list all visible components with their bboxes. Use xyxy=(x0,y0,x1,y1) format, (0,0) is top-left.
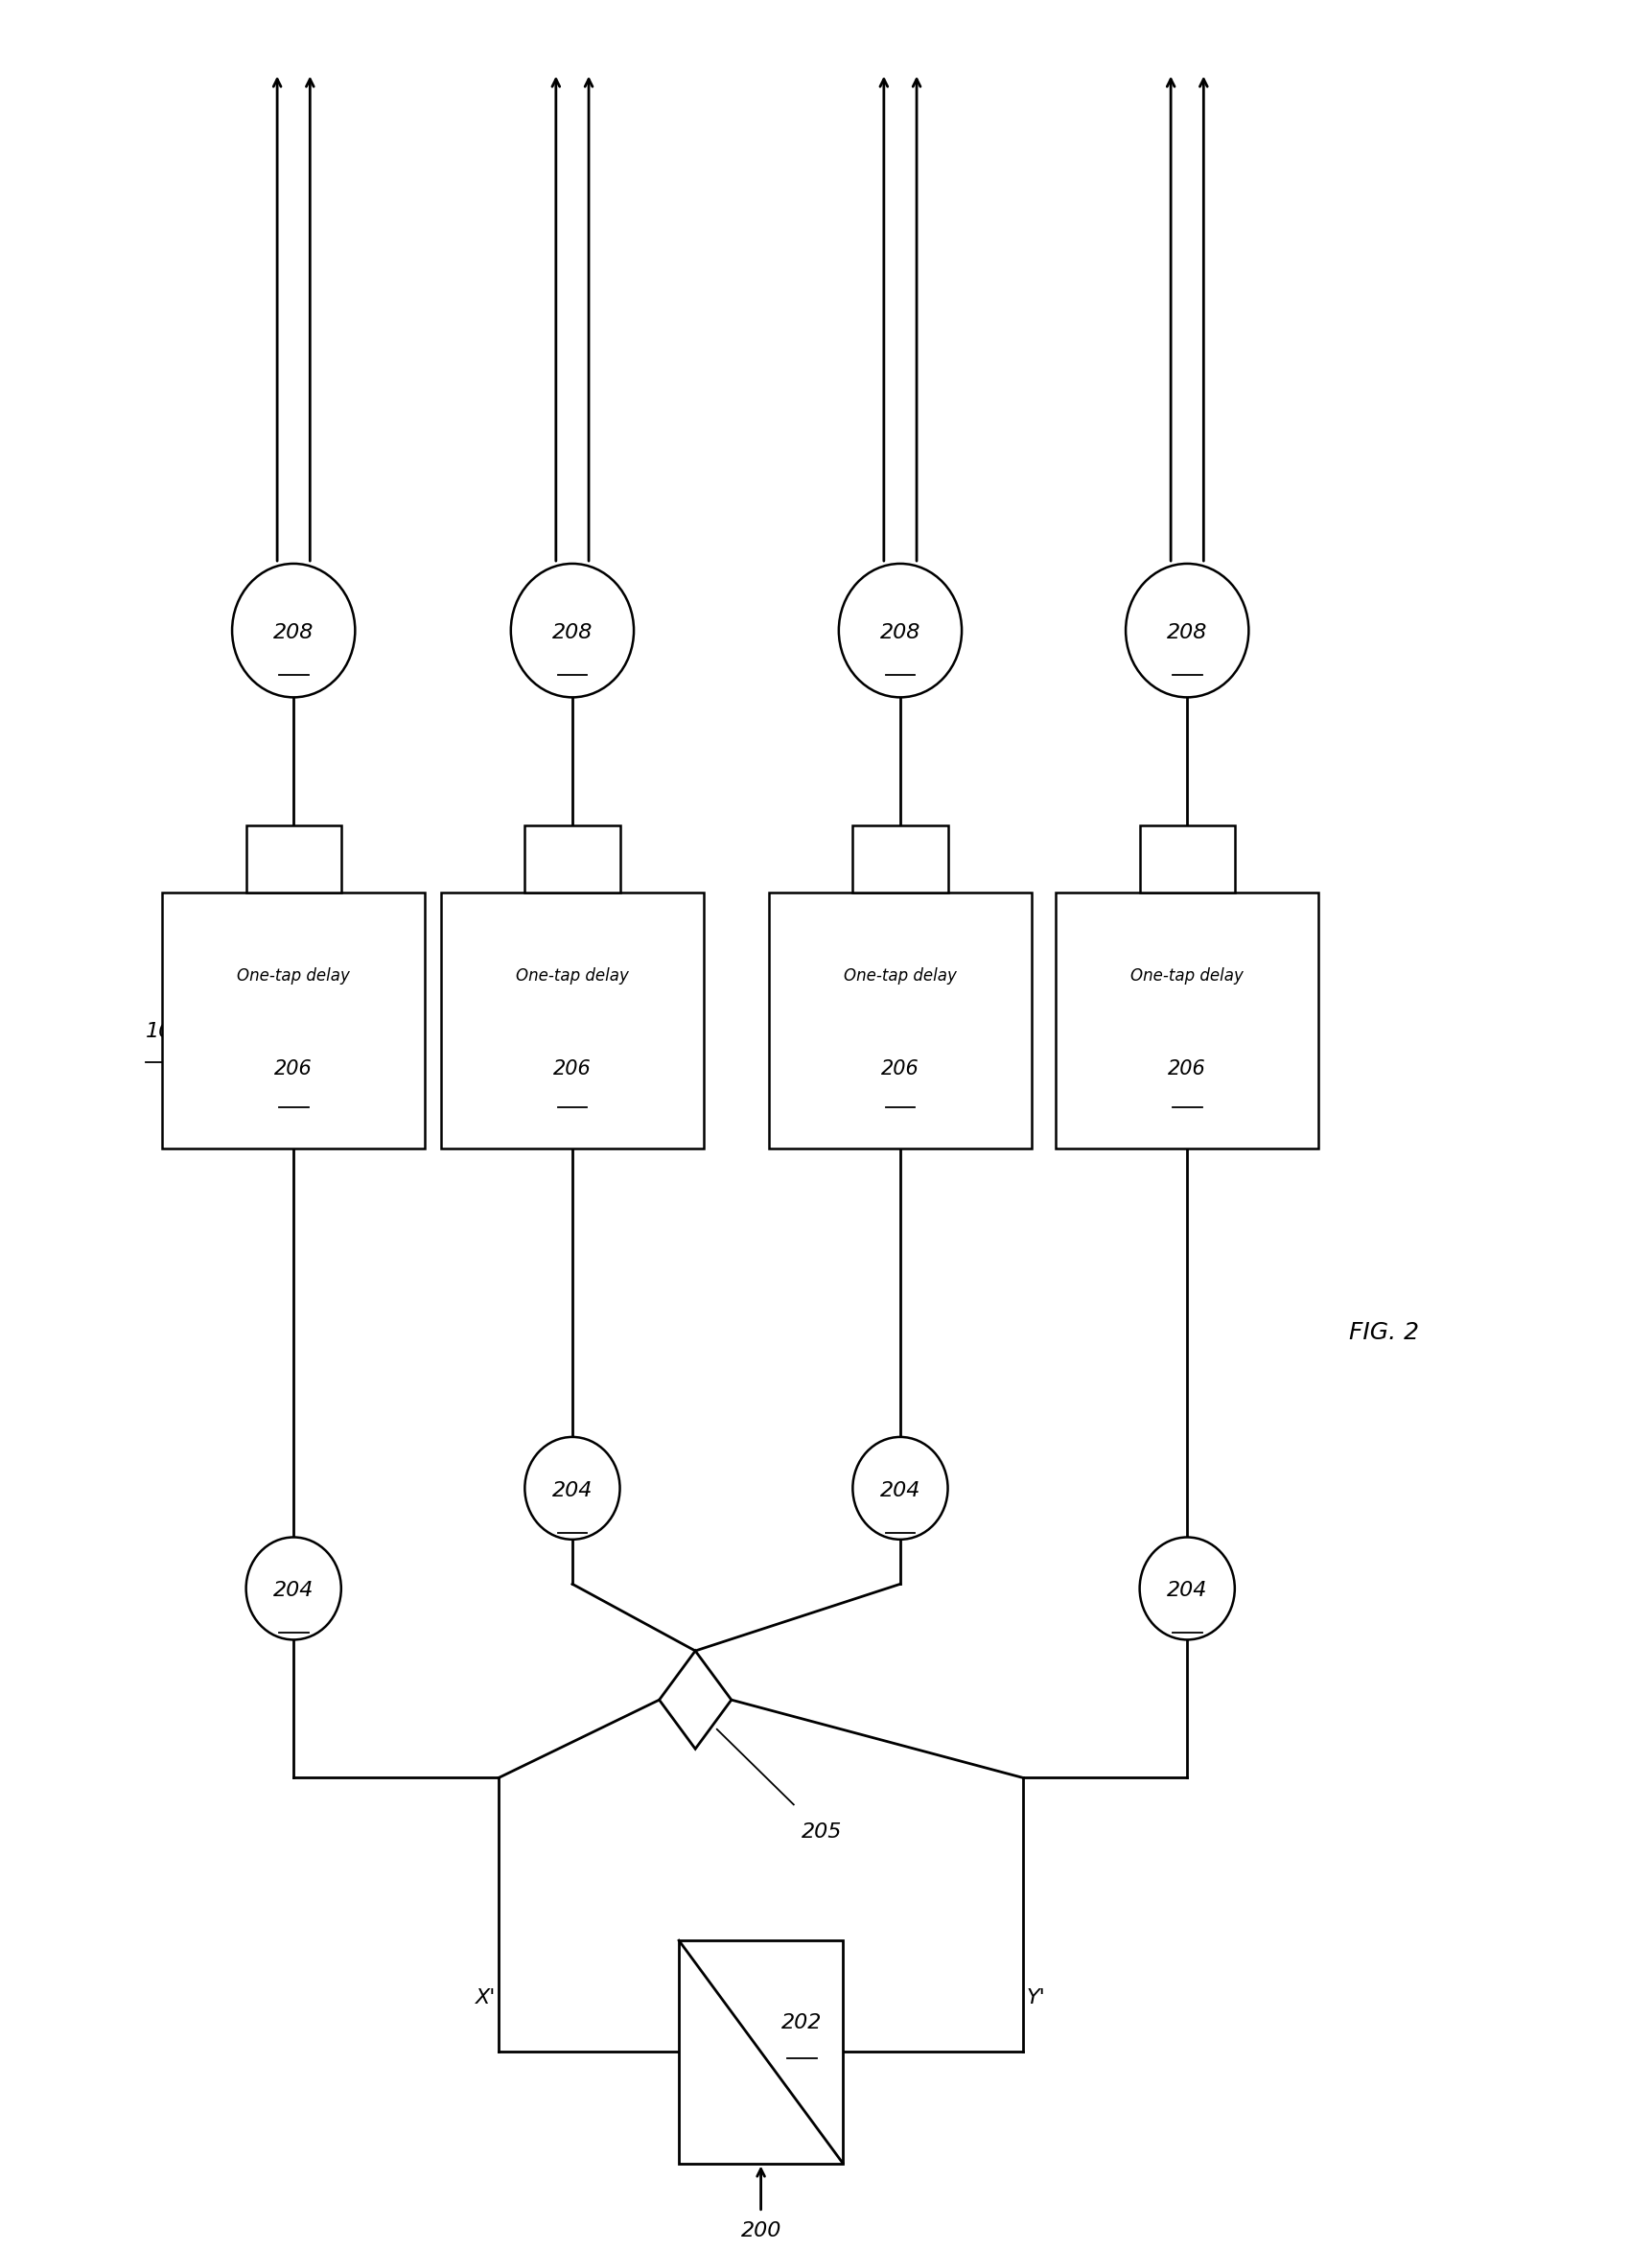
Text: 206: 206 xyxy=(553,1060,591,1080)
Text: 208: 208 xyxy=(1166,623,1208,641)
Text: 206: 206 xyxy=(1168,1060,1206,1080)
Text: 204: 204 xyxy=(1166,1582,1208,1600)
Bar xyxy=(1056,893,1318,1148)
Text: 208: 208 xyxy=(552,623,593,641)
Text: X': X' xyxy=(474,1989,496,2007)
Bar xyxy=(679,1940,843,2162)
Text: Y': Y' xyxy=(1026,1989,1046,2007)
Ellipse shape xyxy=(524,1438,620,1539)
Text: One-tap delay: One-tap delay xyxy=(843,968,957,986)
Bar xyxy=(852,826,947,893)
Ellipse shape xyxy=(1125,565,1247,698)
Text: 202: 202 xyxy=(781,2014,821,2032)
Text: 204: 204 xyxy=(273,1582,314,1600)
Ellipse shape xyxy=(231,565,355,698)
Text: 206: 206 xyxy=(881,1060,919,1080)
Bar xyxy=(246,826,340,893)
Text: 206: 206 xyxy=(274,1060,312,1080)
Bar xyxy=(441,893,704,1148)
Text: One-tap delay: One-tap delay xyxy=(236,968,350,986)
Text: FIG. 2: FIG. 2 xyxy=(1348,1321,1417,1343)
Bar xyxy=(768,893,1031,1148)
Ellipse shape xyxy=(246,1537,340,1640)
Text: 208: 208 xyxy=(879,623,920,641)
Text: 204: 204 xyxy=(879,1480,920,1501)
Ellipse shape xyxy=(510,565,633,698)
Text: 205: 205 xyxy=(801,1823,843,1840)
Text: 200: 200 xyxy=(740,2221,781,2241)
Bar xyxy=(1138,826,1234,893)
Text: 204: 204 xyxy=(552,1480,593,1501)
Bar xyxy=(524,826,620,893)
Bar xyxy=(162,893,425,1148)
Text: 104: 104 xyxy=(145,1022,187,1042)
Polygon shape xyxy=(659,1652,730,1748)
Text: One-tap delay: One-tap delay xyxy=(515,968,628,986)
Text: One-tap delay: One-tap delay xyxy=(1130,968,1242,986)
Ellipse shape xyxy=(838,565,961,698)
Text: 208: 208 xyxy=(273,623,314,641)
Ellipse shape xyxy=(852,1438,947,1539)
Ellipse shape xyxy=(1138,1537,1234,1640)
